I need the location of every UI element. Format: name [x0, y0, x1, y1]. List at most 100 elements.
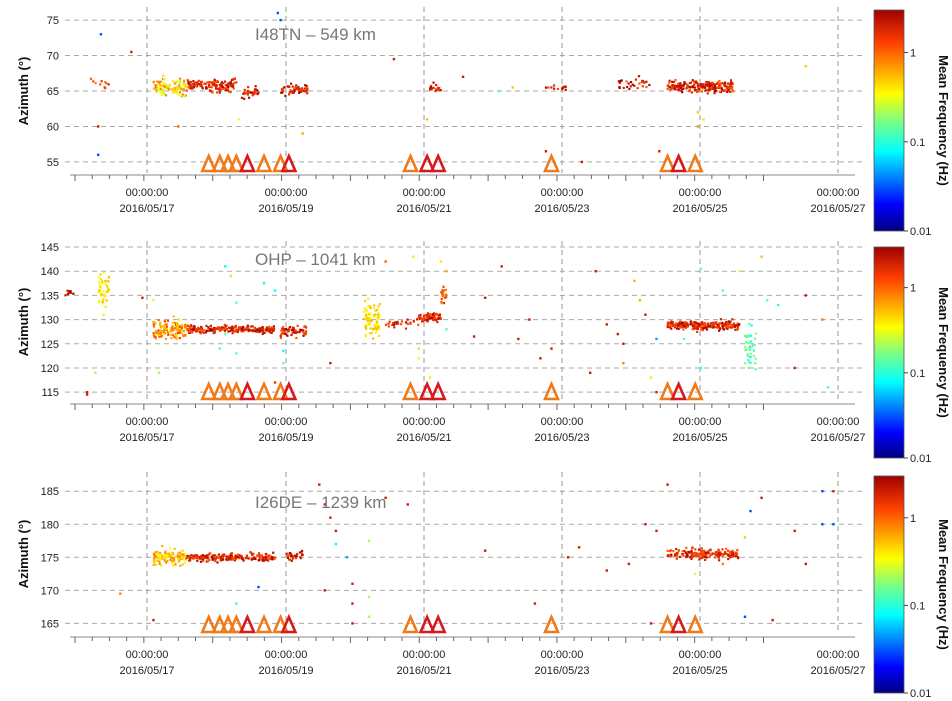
scatter-point [445, 328, 448, 331]
scatter-point [221, 87, 224, 90]
scatter-point [436, 317, 439, 320]
scatter-point [721, 82, 724, 85]
scatter-point [682, 322, 685, 326]
scatter-point [533, 602, 537, 605]
colorbar-title: Mean Frequency (Hz) [936, 55, 951, 186]
scatter-point [748, 342, 751, 345]
scatter-point [201, 330, 204, 333]
scatter-point [323, 589, 327, 592]
scatter-point [222, 82, 225, 85]
y-tick-label: 170 [41, 585, 59, 597]
scatter-point [162, 332, 165, 336]
scatter-point [727, 89, 730, 92]
scatter-point [707, 89, 711, 92]
scatter-point [718, 90, 721, 93]
scatter-point [704, 326, 707, 329]
scatter-point [170, 333, 173, 336]
scatter-point [161, 544, 164, 548]
scatter-point [169, 329, 172, 332]
scatter-point [235, 81, 238, 84]
scatter-point [296, 331, 299, 334]
scatter-point [272, 328, 275, 331]
scatter-point [406, 318, 409, 321]
scatter-point [695, 324, 698, 327]
scatter-point [440, 300, 443, 304]
scatter-point [257, 559, 260, 562]
scatter-point [156, 83, 159, 87]
scatter-point [230, 78, 234, 82]
scatter-point [666, 84, 669, 87]
scatter-point [271, 557, 274, 560]
scatter-point [164, 550, 167, 553]
scatter-point [432, 314, 436, 318]
scatter-point [655, 337, 658, 341]
scatter-point [173, 321, 177, 324]
event-triangle [686, 380, 704, 401]
scatter-point [188, 325, 192, 329]
scatter-point [295, 84, 298, 87]
scatter-point [693, 86, 696, 89]
scatter-point [158, 560, 161, 563]
scatter-point [693, 323, 696, 326]
scatter-point [175, 555, 178, 558]
scatter-point [641, 85, 644, 88]
scatter-point [258, 329, 261, 332]
scatter-point [162, 91, 165, 95]
scatter-point [226, 83, 229, 87]
scatter-point [472, 335, 476, 338]
scatter-point [254, 85, 257, 88]
scatter-point [281, 91, 284, 94]
scatter-point [179, 564, 182, 567]
scatter-point [156, 550, 159, 554]
scatter-point [616, 332, 620, 336]
scatter-point [753, 343, 756, 347]
scatter-point [417, 323, 420, 326]
scatter-point [229, 80, 232, 84]
scatter-point [232, 82, 235, 86]
scatter-point [179, 331, 182, 334]
scatter-point [676, 84, 680, 87]
scatter-point [372, 316, 375, 319]
scatter-point [230, 558, 234, 561]
scatter-point [195, 554, 199, 557]
x-tick-time-label: 00:00:00 [265, 649, 308, 661]
scatter-point [167, 333, 170, 336]
scatter-point [672, 550, 675, 553]
scatter-point [187, 82, 190, 85]
scatter-point [732, 323, 736, 327]
scatter-point [684, 326, 687, 329]
scatter-point [238, 557, 241, 560]
scatter-point [204, 82, 207, 86]
scatter-point [209, 324, 213, 327]
scatter-point [266, 559, 269, 562]
scatter-point [211, 91, 214, 94]
scatter-point [189, 80, 192, 84]
scatter-point [721, 548, 724, 551]
scatter-point [179, 86, 183, 89]
scatter-point [748, 345, 752, 348]
scatter-point [224, 265, 227, 268]
scatter-point [296, 552, 299, 556]
scatter-point [101, 280, 104, 283]
scatter-point [265, 552, 268, 556]
scatter-point [804, 64, 807, 68]
scatter-point [164, 83, 167, 86]
scatter-point [182, 334, 185, 338]
scatter-point [544, 150, 548, 153]
scatter-point [436, 88, 439, 91]
scatter-point [163, 558, 166, 561]
scatter-point [295, 555, 298, 558]
scatter-point [675, 327, 679, 330]
scatter-point [705, 556, 708, 559]
scatter-point [430, 88, 433, 91]
scatter-point [422, 314, 426, 318]
scatter-point [821, 523, 824, 526]
scatter-point [221, 326, 225, 329]
scatter-point [713, 83, 716, 86]
scatter-point [253, 557, 257, 560]
scatter-point [409, 321, 412, 324]
scatter-point [725, 547, 728, 550]
scatter-point [257, 552, 261, 555]
scatter-point [174, 332, 177, 335]
scatter-point [544, 86, 548, 89]
